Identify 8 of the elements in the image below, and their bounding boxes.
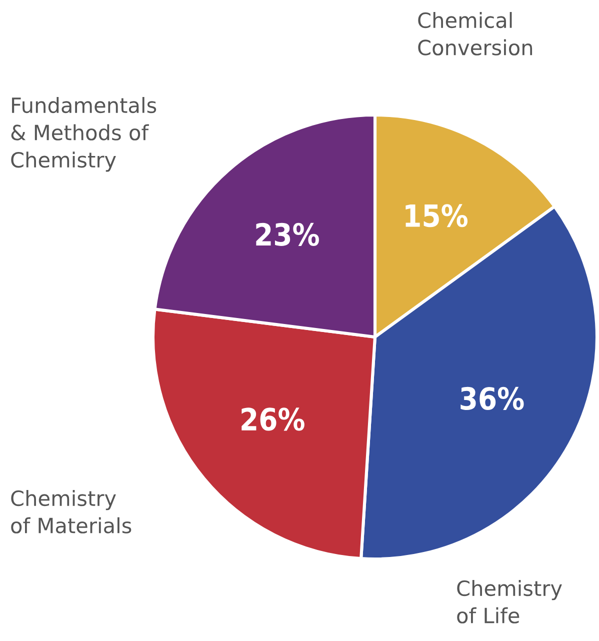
data-label: 15%	[406, 204, 468, 228]
data-label: 36%	[460, 386, 524, 410]
slice-label: Chemistry of Materials	[11, 490, 132, 534]
slice-label: Fundamentals & Methods of Chemistry	[11, 97, 156, 172]
slice-label: Chemical Conversion	[418, 12, 532, 56]
slice-label: Chemistry of Life	[457, 580, 562, 624]
data-label: 23%	[256, 222, 319, 246]
data-label: 26%	[242, 408, 304, 431]
